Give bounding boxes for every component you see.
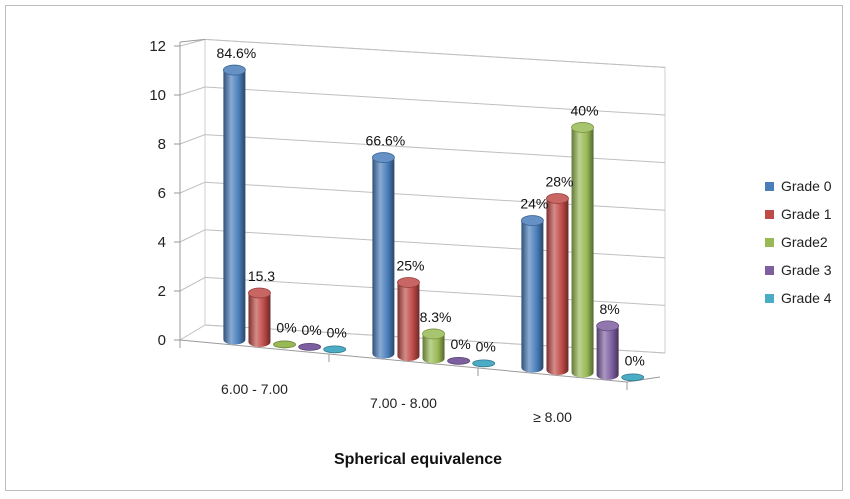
gridline: [204, 181, 666, 211]
bars: [222, 64, 645, 382]
bar: [422, 328, 445, 364]
bar: [222, 64, 246, 345]
legend-label: Grade2: [781, 234, 828, 250]
y-tick-label: 12: [149, 38, 166, 55]
legend-swatch: [765, 181, 774, 191]
bar: [472, 359, 496, 368]
x-axis-title: Spherical equivalence: [334, 451, 502, 468]
data-label: 0%: [327, 324, 347, 340]
y-tick-label: 8: [158, 136, 166, 153]
legend-swatch: [765, 209, 774, 219]
gridline: [204, 86, 666, 116]
legend-swatch: [765, 293, 774, 303]
legend-item: Grade2: [765, 228, 845, 256]
bar: [571, 122, 594, 378]
legend-item: Grade 0: [765, 172, 845, 200]
data-label: 0%: [476, 338, 496, 354]
data-labels: 84.6% 15.3 0% 0% 0% 66.6% 25% 8.3% 0% 0% 24% 28% 40%…: [217, 45, 645, 368]
data-label: 25%: [396, 257, 424, 273]
data-label: 0%: [450, 336, 470, 352]
x-tick-label: 7.00 - 8.00: [370, 395, 437, 411]
bar: [273, 340, 296, 349]
legend-swatch: [765, 237, 774, 247]
legend-item: Grade 4: [765, 284, 845, 312]
x-tick-label: ≥ 8.00: [533, 409, 572, 425]
bar: [248, 287, 271, 347]
data-label: 66.6%: [366, 133, 406, 149]
bar: [298, 342, 322, 351]
bar: [371, 152, 395, 359]
y-tick-label: 4: [158, 234, 166, 251]
data-label: 28%: [545, 173, 573, 189]
data-label: 0%: [301, 322, 321, 338]
y-tick-label: 2: [158, 283, 166, 300]
bar: [520, 215, 544, 373]
x-tick-label: 6.00 - 7.00: [221, 381, 288, 397]
legend-item: Grade 1: [765, 200, 845, 228]
gridline: [204, 134, 666, 164]
gridline: [204, 38, 666, 68]
legend: Grade 0 Grade 1 Grade2 Grade 3 Grade 4: [765, 172, 845, 312]
legend-swatch: [765, 265, 774, 275]
data-label: 8.3%: [420, 309, 452, 325]
data-label: 0%: [276, 319, 296, 335]
bar: [447, 356, 471, 365]
y-tick-label: 6: [158, 185, 166, 202]
axes: 0 2 4 6 8 10 12 6.00 - 7.00 7.00 - 8.00 ≥ 8.00: [149, 38, 661, 425]
data-label: 8%: [599, 301, 619, 317]
bar: [397, 277, 420, 361]
data-label: 40%: [571, 102, 599, 118]
data-label: 24%: [520, 196, 548, 212]
data-label: 84.6%: [217, 45, 257, 61]
legend-label: Grade 1: [781, 206, 832, 222]
gridline: [204, 229, 666, 259]
legend-item: Grade 3: [765, 256, 845, 284]
bar: [323, 345, 347, 354]
bar: [596, 320, 620, 380]
y-tick-label: 0: [158, 332, 166, 349]
data-label: 0%: [625, 352, 645, 368]
bar: [621, 373, 645, 382]
bar: [546, 193, 569, 375]
chart-frame: [5, 5, 843, 491]
data-label: 15.3: [248, 268, 275, 284]
y-tick-label: 10: [149, 87, 166, 104]
legend-label: Grade 0: [781, 178, 832, 194]
legend-label: Grade 3: [781, 262, 832, 278]
legend-label: Grade 4: [781, 290, 832, 306]
